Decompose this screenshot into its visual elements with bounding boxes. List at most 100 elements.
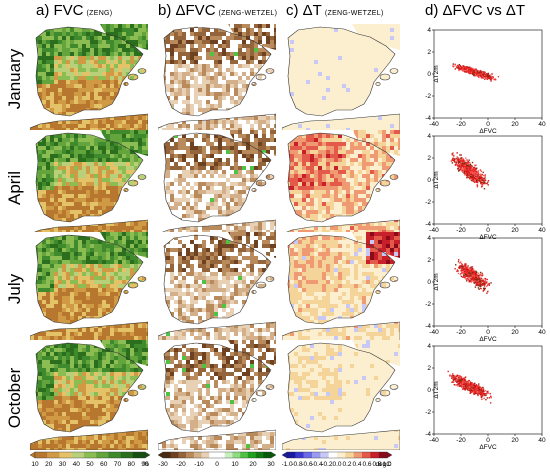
scatter-point [475,390,477,392]
scatter-point [464,386,466,388]
colorbar-swatch [362,452,371,458]
scatter-point [482,274,484,276]
scatter-point [463,385,465,387]
scatter-point [468,267,471,269]
y-tick-label: 0 [427,279,431,286]
scatter-point [471,273,473,275]
scatter-point [482,77,485,79]
scatter-point [455,381,458,383]
scatter-point [454,378,457,381]
scatter-point [458,267,460,269]
scatter-point [478,387,480,389]
scatter-point [452,65,455,68]
scatter-point [480,284,482,286]
colorbar-swatch [186,452,195,458]
colorbar-swatch [83,452,97,458]
scatter-point [466,171,468,173]
scatter-point [484,71,486,73]
colorbar-swatch [263,452,272,458]
scatter-point [464,267,467,270]
colorbar-tick: 90 [141,461,149,468]
scatter-point [485,282,487,284]
scatter-point [468,269,470,271]
scatter-point [457,164,459,167]
scatter-point [472,390,474,392]
scatter-point [480,395,483,397]
header-delta-fvc: b) ΔFVC (ZENG-WETZEL) [158,2,278,19]
scatter-points [454,259,492,294]
scatter-point [474,171,476,173]
scatter-point [463,164,465,167]
scatter-point [487,74,489,76]
scatter-point [478,74,480,76]
colorbar-swatch [345,452,354,458]
scatter-point [472,270,474,272]
scatter-point [491,76,493,79]
scatter-point [454,380,457,382]
scatter-point [479,391,481,393]
scatter-point [457,272,460,275]
scatter-point [472,168,475,170]
scatter-point [476,181,479,184]
scatter-point [457,159,460,162]
scatter-point [484,282,486,284]
scatter-point [466,266,469,269]
scatter-point [468,71,470,73]
scatter-point [476,184,479,187]
scatter-point [479,285,481,287]
scatter-point [480,186,483,188]
scatter-point [470,273,472,275]
scatter-point [470,387,473,390]
scatter-point [477,172,480,174]
scatter-point [476,71,478,73]
scatter-point [459,265,461,267]
scatter-point [458,377,460,379]
scatter-point [457,167,459,170]
scatter-point [474,164,476,167]
scatter-point [472,387,475,389]
scatter-point [477,272,480,274]
colorbar-tick: 10 [31,461,39,468]
scatter-point [472,176,474,178]
scatter-point [470,279,472,281]
header-fvc: a) FVC (ZENG) [36,2,113,19]
scatter-point [487,75,490,78]
scatter-point [482,284,484,287]
scatter-point [469,272,471,275]
colorbar-tick: 30 [59,461,67,468]
scatter-point [486,74,489,76]
scatter-point [464,379,467,381]
scatter-point [491,77,494,80]
scatter-point [463,170,466,172]
scatter-point [470,386,473,388]
colorbar-swatch [320,452,329,458]
colorbar-tick: 70 [114,461,122,468]
scatter-point [472,69,475,71]
scatter-point [462,268,464,270]
scatter-point [476,74,478,77]
scatter-point [461,378,463,380]
y-axis-label: ΔT2m [433,171,440,188]
colorbar-swatch [240,452,249,458]
scatter-point [470,170,472,173]
scatter-october: -40 -20 0 20 40 4 2 0 -2 -4 ΔFVC ΔT2m [412,340,547,450]
scatter-point [481,280,483,282]
scatter-point [481,398,483,400]
scatter-point [486,182,488,185]
scatter-point [477,391,480,393]
scatter-point [487,179,490,182]
scatter-point [466,169,469,172]
scatter-point [462,265,465,267]
scatter-point [471,169,473,172]
scatter-point [477,70,479,72]
scatter-point [474,175,476,177]
scatter-point [484,176,486,178]
scatter-point [481,275,483,277]
colorbar-swatch [337,452,346,458]
scatter-point [459,165,461,168]
scatter-point [479,180,481,183]
scatter-point [470,384,472,386]
scatter-point [489,76,491,78]
scatter-point [480,176,483,179]
scatter-point [490,74,492,77]
